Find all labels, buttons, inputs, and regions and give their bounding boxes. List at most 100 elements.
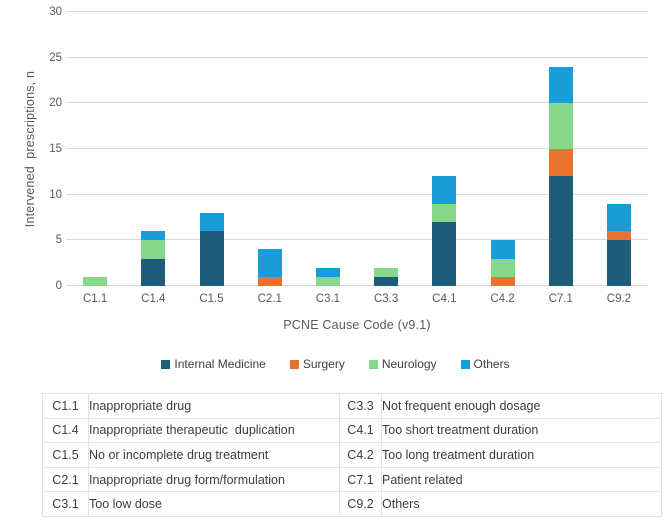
bar-C1.5 <box>199 212 224 286</box>
table-row: C1.1 Inappropriate drug C3.3 Not frequent e… <box>42 393 662 419</box>
y-tick-label: 10 <box>49 188 62 201</box>
bar-segment-others <box>315 267 340 277</box>
gridline <box>66 285 648 286</box>
y-axis-ticks: 0 5 10 15 20 25 30 <box>28 6 62 292</box>
chart-legend: Internal Medicine Surgery Neurology Others <box>0 357 671 371</box>
bar-segment-internal-medicine <box>199 231 224 286</box>
x-tick-label: C4.1 <box>432 293 457 305</box>
bar-segment-internal-medicine <box>141 258 166 286</box>
gridline <box>66 193 648 195</box>
legend-swatch-icon <box>460 359 470 369</box>
cause-code-cell: C3.1 <box>42 491 89 517</box>
cause-description-cell: Not frequent enough dosage <box>381 393 662 419</box>
gridline <box>66 148 648 149</box>
cause-description-cell: Too low dose <box>88 491 340 517</box>
bar-segment-internal-medicine <box>432 222 457 286</box>
x-tick-label: C3.3 <box>373 293 399 305</box>
bar-segment-internal-medicine <box>374 276 399 286</box>
bar-segment-neurology <box>141 240 166 259</box>
cause-description-cell: Others <box>381 491 662 517</box>
x-tick-label: C4.2 <box>490 293 515 305</box>
cause-code-cell: C9.2 <box>339 491 382 517</box>
legend-item-others: Others <box>460 357 510 371</box>
cause-description-cell: Patient related <box>381 466 662 493</box>
bar-C1.4 <box>141 231 166 286</box>
legend-label: Internal Medicine <box>174 357 266 371</box>
table-row: C1.4 Inappropriate therapeutic duplicatio… <box>42 417 662 444</box>
bar-C1.1 <box>83 276 108 286</box>
cause-code-table: C1.1 Inappropriate drug C3.3 Not frequent e… <box>42 393 662 517</box>
y-tick-label: 25 <box>49 51 62 64</box>
bar-C7.1 <box>548 66 573 286</box>
legend-label: Surgery <box>302 357 345 371</box>
bar-segment-others <box>606 203 631 232</box>
table-row: C1.5 No or incomplete drug treatment C4.2 T… <box>42 442 662 468</box>
bar-segment-surgery <box>490 276 515 286</box>
legend-item-internal-medicine: Internal Medicine <box>161 357 266 371</box>
x-tick-label: C1.4 <box>141 293 166 305</box>
legend-item-surgery: Surgery <box>289 357 345 371</box>
bar-segment-others <box>257 249 282 277</box>
y-tick-label: 5 <box>55 234 62 247</box>
bar-segment-surgery <box>257 276 282 286</box>
y-tick-label: 15 <box>49 143 62 155</box>
bar-segment-neurology <box>432 203 457 223</box>
bar-C9.2 <box>606 203 631 286</box>
bar-C3.3 <box>374 267 399 286</box>
bar-segment-neurology <box>374 267 399 277</box>
plot-area <box>66 11 648 286</box>
table-row: C3.1 Too low dose C9.2 Others <box>42 491 662 517</box>
cause-code-cell: C1.5 <box>42 442 89 468</box>
cause-description-cell: Inappropriate therapeutic duplication <box>88 417 340 444</box>
cause-description-cell: Too short treatment duration <box>381 417 662 444</box>
bar-segment-others <box>432 176 457 204</box>
cause-code-cell: C3.3 <box>339 393 382 419</box>
legend-swatch-icon <box>161 359 171 369</box>
gridline <box>66 239 648 241</box>
cause-description-cell: No or incomplete drug treatment <box>88 442 340 468</box>
x-axis-title: PCNE Cause Code (v9.1) <box>283 318 431 332</box>
x-tick-label: C2.1 <box>257 293 282 305</box>
bar-segment-neurology <box>315 276 340 286</box>
gridline <box>66 102 648 104</box>
cause-code-cell: C4.1 <box>339 417 382 444</box>
cause-description-cell: Inappropriate drug <box>88 393 340 419</box>
gridline <box>66 56 648 58</box>
y-tick-label: 0 <box>55 280 62 292</box>
bar-segment-surgery <box>606 231 631 241</box>
bar-segment-others <box>141 231 166 241</box>
bar-segment-others <box>490 240 515 259</box>
x-axis-labels: C1.1 C1.4 C1.5 C2.1 C3.1 C3.3 C4.1 C4.2 C7.1 C9.2 <box>66 293 648 305</box>
bar-segment-neurology <box>548 103 573 150</box>
cause-code-cell: C2.1 <box>42 466 89 493</box>
cause-code-cell: C1.4 <box>42 417 89 444</box>
legend-label: Others <box>473 357 510 371</box>
bar-segment-neurology <box>83 276 108 286</box>
bar-C3.1 <box>315 267 340 286</box>
x-tick-label: C9.2 <box>606 293 632 305</box>
bar-segment-others <box>548 66 573 104</box>
y-tick-label: 20 <box>49 97 62 110</box>
bar-segment-surgery <box>548 149 573 177</box>
cause-code-cell: C4.2 <box>339 442 382 468</box>
legend-item-neurology: Neurology <box>368 357 437 371</box>
bar-segment-internal-medicine <box>548 176 573 286</box>
cause-description-cell: Too long treatment duration <box>381 442 662 468</box>
x-tick-label: C7.1 <box>548 293 573 305</box>
bar-C4.2 <box>490 240 515 286</box>
bar-segment-internal-medicine <box>606 240 631 286</box>
legend-swatch-icon <box>368 359 378 369</box>
cause-code-cell: C1.1 <box>42 393 89 419</box>
bar-C4.1 <box>432 176 457 286</box>
cause-code-table-grid: C1.1 Inappropriate drug C3.3 Not frequent e… <box>42 393 662 517</box>
cause-code-table-body: C1.1 Inappropriate drug C3.3 Not frequent e… <box>42 393 662 517</box>
cause-description-cell: Inappropriate drug form/formulation <box>88 466 340 493</box>
x-tick-label: C1.1 <box>82 293 108 305</box>
table-row: C2.1 Inappropriate drug form/formulation C… <box>42 466 662 493</box>
cause-code-cell: C7.1 <box>339 466 382 493</box>
bar-segment-neurology <box>490 258 515 277</box>
x-tick-label: C3.1 <box>315 293 341 305</box>
bar-segment-others <box>199 212 224 232</box>
legend-label: Neurology <box>381 357 437 371</box>
stacked-bar-chart: Intervened prescriptions, n 0 5 10 15 20 25 30… <box>0 6 671 371</box>
